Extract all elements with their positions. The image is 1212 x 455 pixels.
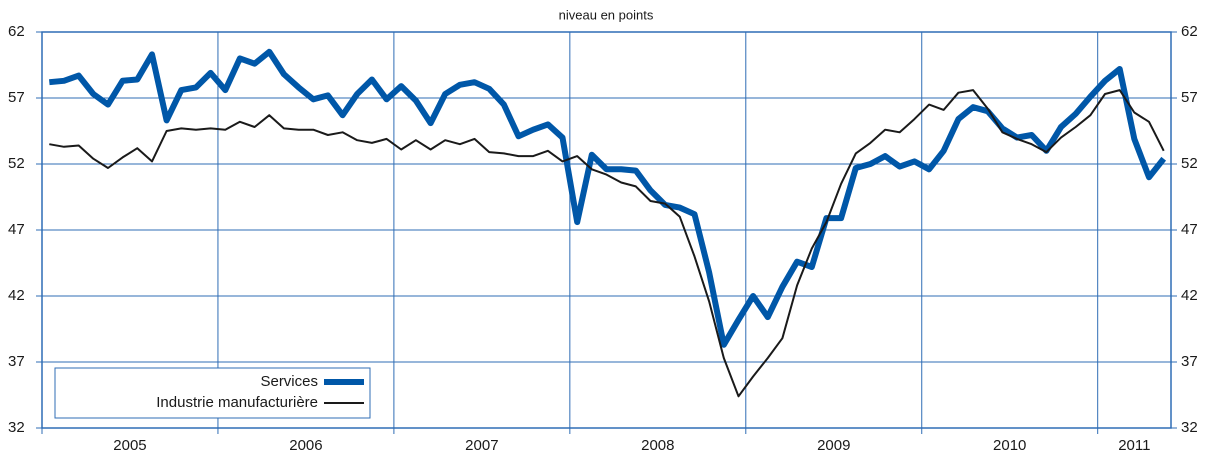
y-tick-label: 37: [8, 353, 25, 370]
y-tick-label: 62: [8, 23, 25, 40]
y2-tick-label: 57: [1181, 89, 1198, 106]
x-tick-label: 2005: [113, 437, 146, 454]
x-tick-label: 2007: [465, 437, 498, 454]
x-tick-label: 2011: [1118, 437, 1150, 454]
y-tick-label: 32: [8, 419, 25, 436]
y2-tick-label: 42: [1181, 287, 1198, 304]
legend-box: [54, 367, 371, 419]
series-line: [49, 89, 1165, 398]
legend-label: Services: [260, 373, 318, 390]
chart-subtitle: niveau en points: [559, 7, 654, 22]
y-tick-label: 47: [8, 221, 25, 238]
series-line: [49, 48, 1167, 348]
y2-tick-label: 32: [1181, 419, 1198, 436]
x-tick-label: 2006: [289, 437, 322, 454]
x-tick-label: 2008: [641, 437, 674, 454]
y2-tick-label: 52: [1181, 155, 1198, 172]
y-tick-label: 57: [8, 89, 25, 106]
y-tick-label: 52: [8, 155, 25, 172]
y2-tick-label: 47: [1181, 221, 1198, 238]
y-tick-label: 42: [8, 287, 25, 304]
y2-tick-label: 37: [1181, 353, 1198, 370]
y2-tick-label: 62: [1181, 23, 1198, 40]
x-tick-label: 2009: [817, 437, 850, 454]
plot-frame: [41, 31, 1172, 429]
legend-label: Industrie manufacturière: [156, 394, 318, 411]
x-tick-label: 2010: [993, 437, 1026, 454]
